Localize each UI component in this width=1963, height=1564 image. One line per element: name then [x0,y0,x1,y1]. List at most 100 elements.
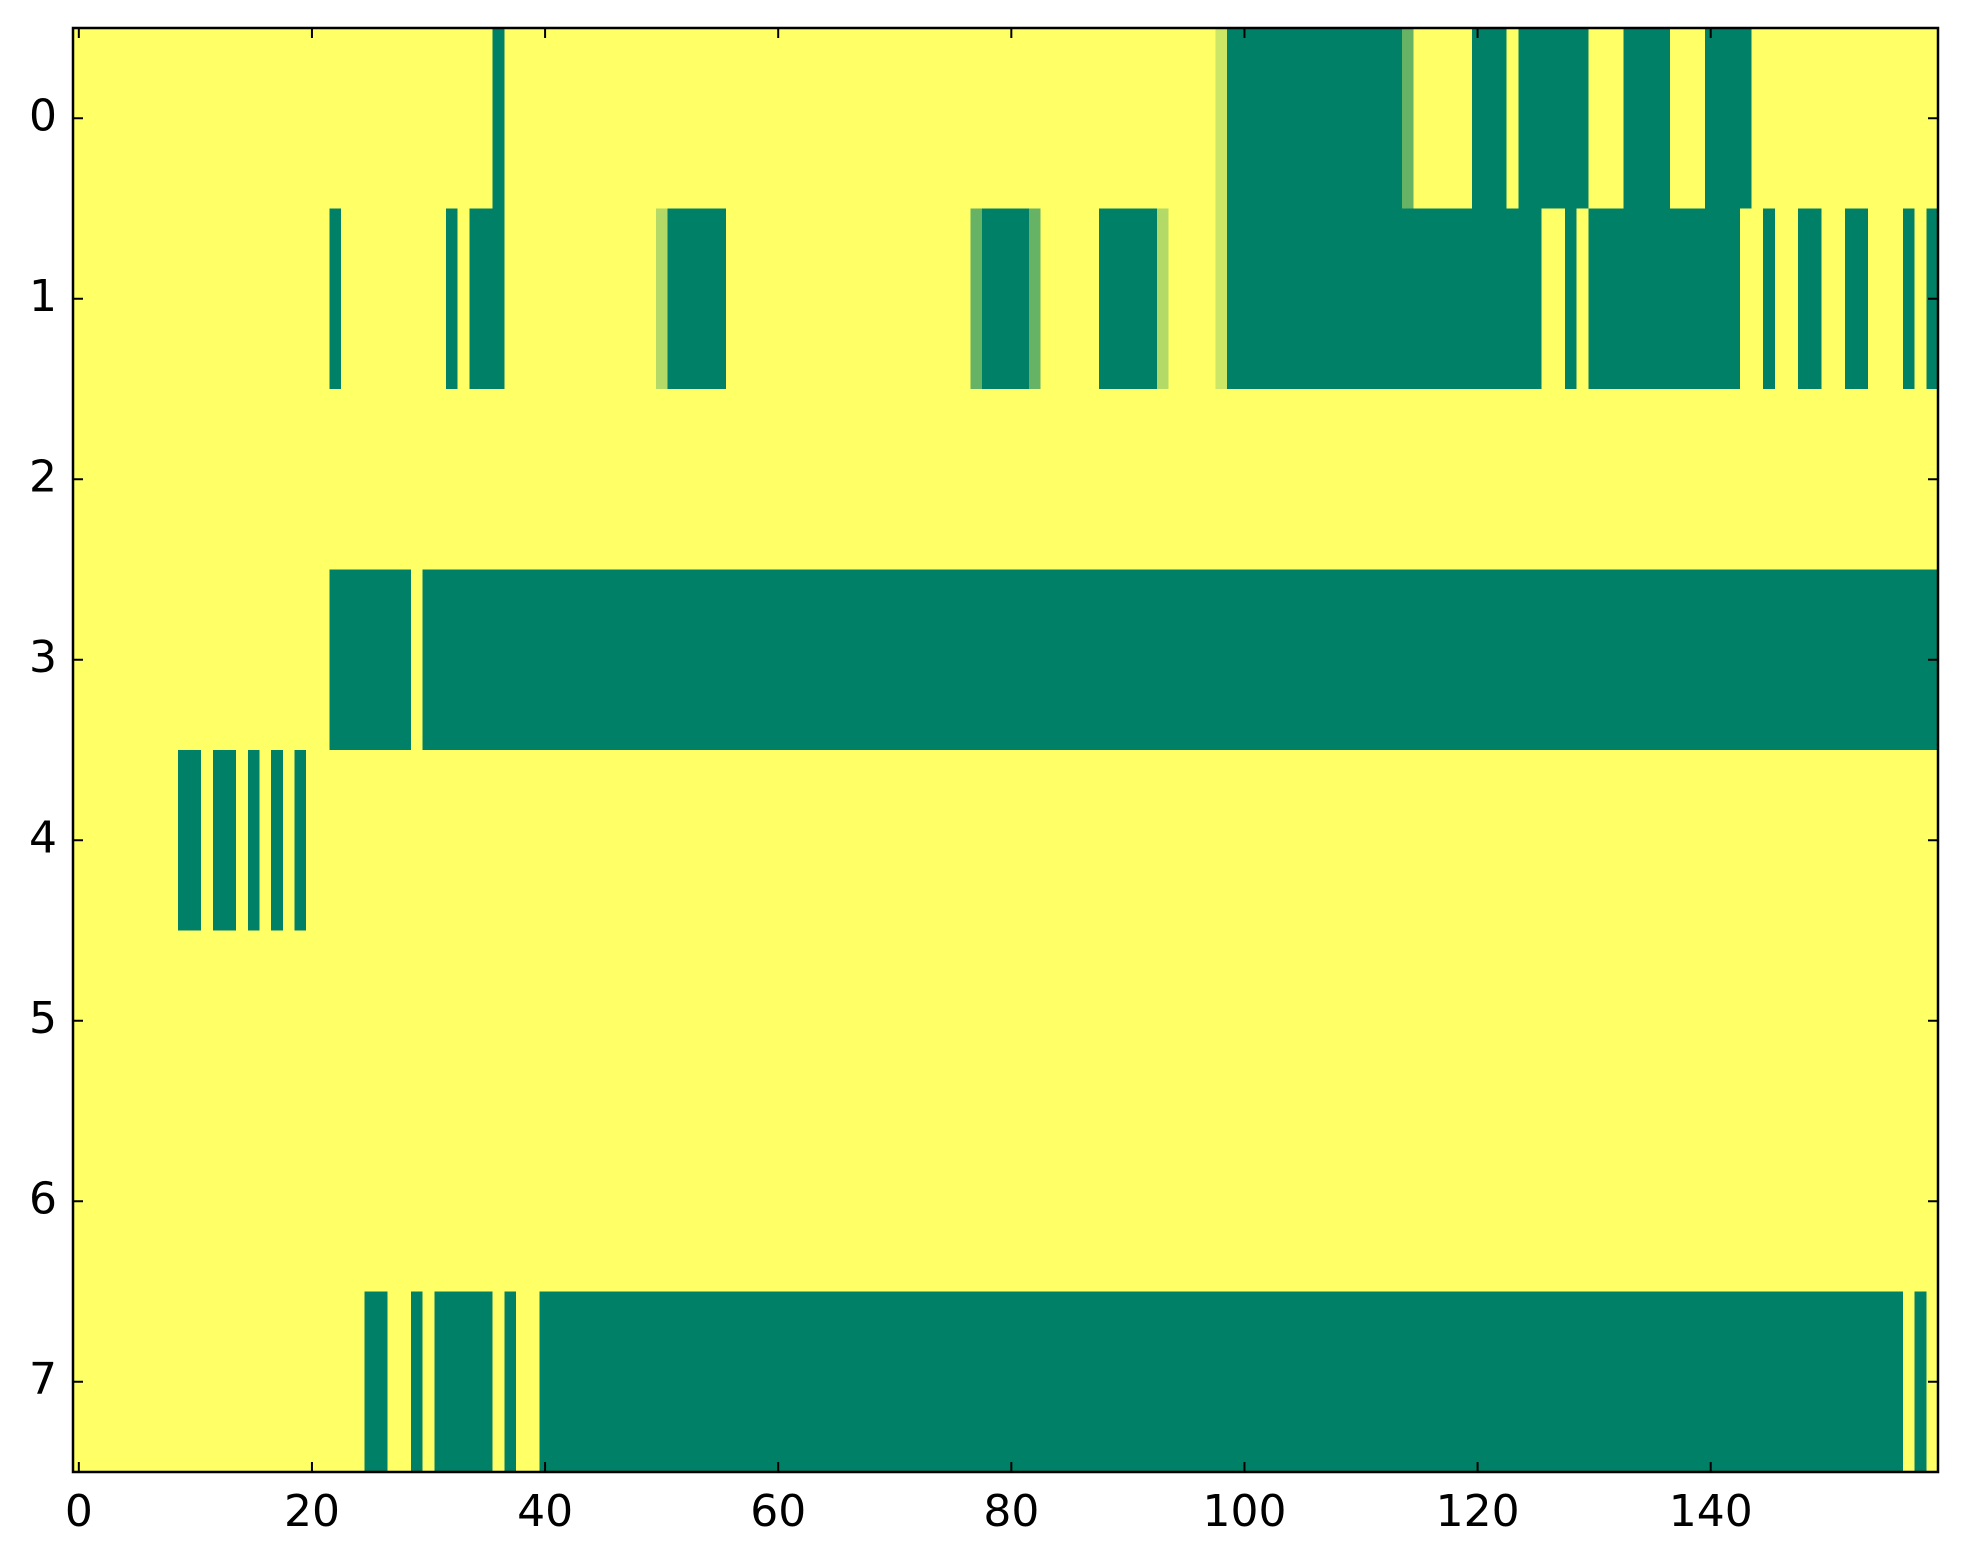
cell [1238,569,1251,751]
cell [1110,1111,1123,1293]
cell [620,1291,634,1473]
cell [1040,389,1053,571]
cell [1413,569,1426,751]
cell [550,750,564,932]
cell [1401,750,1415,932]
cell [1238,389,1251,571]
cell [469,1291,482,1473]
cell [760,569,773,751]
cell [1355,1291,1368,1473]
cell [364,750,377,932]
cell [201,750,214,932]
cell [644,1111,657,1293]
cell [1203,569,1216,751]
y-tick-label: 5 [29,993,57,1044]
cell [492,28,505,210]
cell [1646,930,1659,1112]
cell [282,930,296,1112]
cell [166,389,179,571]
cell [166,28,179,210]
cell [609,569,622,751]
cell [1355,750,1368,932]
cell [1565,208,1578,390]
cell [1495,208,1508,390]
cell [504,930,517,1112]
cell [749,569,762,751]
cell [1669,1111,1683,1293]
cell [1425,1111,1438,1293]
cell [1075,28,1088,210]
cell [469,930,482,1112]
cell [236,1111,249,1293]
cell [690,389,704,571]
cell [1098,1111,1112,1293]
cell [1565,569,1578,751]
cell [306,750,319,932]
cell [562,389,575,571]
cell [1798,930,1811,1112]
cell [189,1111,202,1293]
cell [1063,930,1077,1112]
cell [1634,1111,1648,1293]
cell [667,1291,680,1473]
cell [515,930,529,1112]
cell [1809,28,1823,210]
cell [655,750,669,932]
cell [1623,1291,1636,1473]
cell [993,208,1007,390]
cell [1238,1291,1251,1473]
cell [1017,569,1030,751]
cell [154,750,167,932]
cell [306,1291,319,1473]
cell [1728,930,1741,1112]
cell [1296,389,1310,571]
cell [1226,930,1240,1112]
cell [142,208,156,390]
cell [131,930,144,1112]
cell [1040,208,1053,390]
cell [865,569,878,751]
cell [1087,569,1100,751]
cell [585,930,599,1112]
cell [1122,389,1135,571]
cell [1786,389,1799,571]
cell [1413,208,1426,390]
cell [271,569,284,751]
cell [259,389,272,571]
cell [317,930,331,1112]
cell [912,389,925,571]
cell [1460,750,1473,932]
cell [574,750,587,932]
cell [947,1111,960,1293]
cell [947,389,960,571]
cell [259,930,272,1112]
cell [784,1111,797,1293]
cell [1017,208,1030,390]
cell [1658,1291,1671,1473]
cell [515,28,529,210]
cell [352,1111,366,1293]
cell [807,930,820,1112]
cell [1378,930,1391,1112]
cell [1704,1291,1718,1473]
cell [1203,208,1216,390]
cell [1133,28,1146,210]
cell [1238,208,1251,390]
cell [1075,930,1088,1112]
cell [1157,930,1170,1112]
cell [1553,1291,1566,1473]
cell [1844,28,1858,210]
cell [830,1111,843,1293]
cell [177,1291,191,1473]
cell [1110,1291,1123,1473]
cell [422,930,435,1112]
cell [329,28,342,210]
cell [1739,1291,1753,1473]
cell [1366,750,1380,932]
cell [1739,569,1753,751]
cell [1110,28,1123,210]
cell [1436,28,1450,210]
cell [504,1291,517,1473]
cell [1891,208,1904,390]
cell [189,28,202,210]
